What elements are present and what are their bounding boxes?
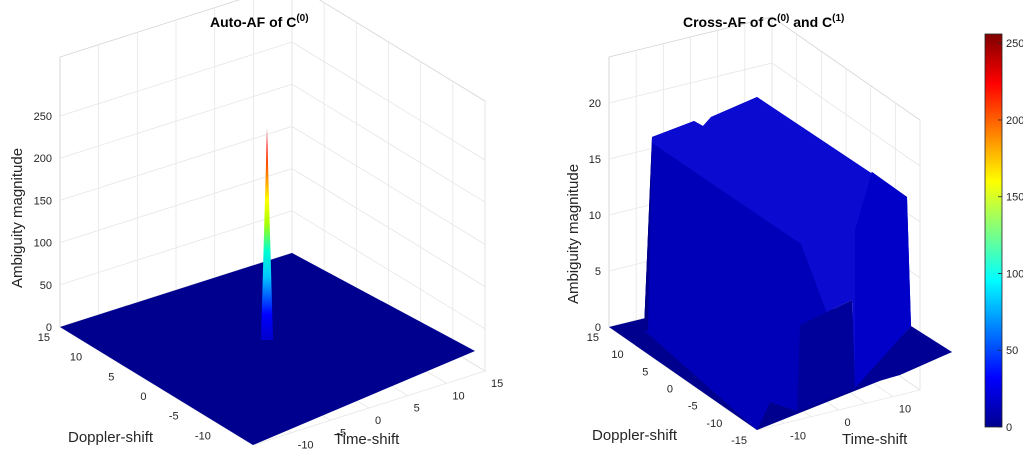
auto-af-y-label: Doppler-shift xyxy=(68,429,154,446)
cross-af-front-wall xyxy=(644,137,652,331)
x-tick-label: 0 xyxy=(375,415,381,427)
colorbar-tick-label: 100 xyxy=(1006,268,1023,280)
x-tick-label: -10 xyxy=(790,430,806,442)
x-tick-label: 10 xyxy=(452,390,464,402)
auto-af-peak xyxy=(261,128,273,340)
z-tick-label: 150 xyxy=(34,195,52,207)
z-tick-label: 0 xyxy=(595,322,601,334)
colorbar-tick-label: 50 xyxy=(1006,345,1018,357)
y-tick-label: -5 xyxy=(688,401,698,413)
colorbar-tick-label: 0 xyxy=(1006,422,1012,434)
y-tick-label: 0 xyxy=(140,391,146,403)
y-tick-label: 15 xyxy=(587,332,599,344)
x-tick-label: 0 xyxy=(845,417,851,429)
z-tick-label: 5 xyxy=(595,266,601,278)
cross-af-y-label: Doppler-shift xyxy=(592,427,678,444)
z-tick-label: 250 xyxy=(34,111,52,123)
x-tick-label: 15 xyxy=(491,378,503,390)
z-tick-label: 10 xyxy=(589,210,601,222)
auto-af-plot: 050100150200250-15-10-5051015-15-10-5051… xyxy=(9,0,503,449)
z-tick-label: 15 xyxy=(589,154,601,166)
colorbar-ticks: 0 50 100 150 200 250 xyxy=(998,38,1023,434)
y-tick-label: 10 xyxy=(70,352,82,364)
cross-af-side-wall xyxy=(855,326,952,388)
cross-af-x-label: Time-shift xyxy=(842,431,908,448)
x-tick-label: 10 xyxy=(899,404,911,416)
cross-af-title: Cross-AF of C(0) and C(1) xyxy=(683,13,844,30)
y-tick-label: 5 xyxy=(108,371,114,383)
auto-af-ticks: 050100150200250-15-10-5051015-15-10-5051… xyxy=(34,111,504,449)
y-tick-label: -10 xyxy=(706,418,722,430)
z-tick-label: 50 xyxy=(40,280,52,292)
z-tick-label: 100 xyxy=(34,238,52,250)
cross-af-plot: 0 5 10 15 20 -15 -10 -5 0 5 10 15 -10 0 10 Cross-AF of… xyxy=(565,13,952,448)
z-tick-label: 20 xyxy=(589,98,601,110)
y-tick-label: -10 xyxy=(195,430,211,442)
colorbar-tick-label: 150 xyxy=(1006,192,1023,204)
y-tick-label: -15 xyxy=(731,435,747,447)
colorbar-tick-label: 200 xyxy=(1006,115,1023,127)
colorbar-gradient xyxy=(984,33,1003,428)
z-tick-label: 200 xyxy=(34,153,52,165)
y-tick-label: -5 xyxy=(169,411,179,423)
auto-af-title: Auto-AF of C(0) xyxy=(210,13,309,30)
y-tick-label: 5 xyxy=(642,366,648,378)
z-tick-label: 0 xyxy=(46,322,52,334)
x-tick-label: -10 xyxy=(298,440,314,449)
colorbar: 0 50 100 150 200 250 xyxy=(984,33,1023,434)
y-tick-label: 0 xyxy=(667,384,673,396)
cross-af-gap-floor xyxy=(797,300,855,411)
x-tick-label: 5 xyxy=(414,403,420,415)
y-tick-label: 10 xyxy=(611,349,623,361)
cross-af-notch-right xyxy=(855,172,911,388)
cross-af-z-label: Ambiguity magnitude xyxy=(565,164,582,304)
cross-af-ticks: 0 5 10 15 20 -15 -10 -5 0 5 10 15 -10 0 10 xyxy=(587,98,911,447)
auto-af-surface-floor xyxy=(60,253,475,445)
auto-af-x-label: Time-shift xyxy=(334,431,400,448)
y-tick-label: 15 xyxy=(38,332,50,344)
auto-af-z-label: Ambiguity magnitude xyxy=(9,148,26,288)
x-tick-label: -5 xyxy=(336,427,346,439)
colorbar-tick-label: 250 xyxy=(1006,38,1023,50)
